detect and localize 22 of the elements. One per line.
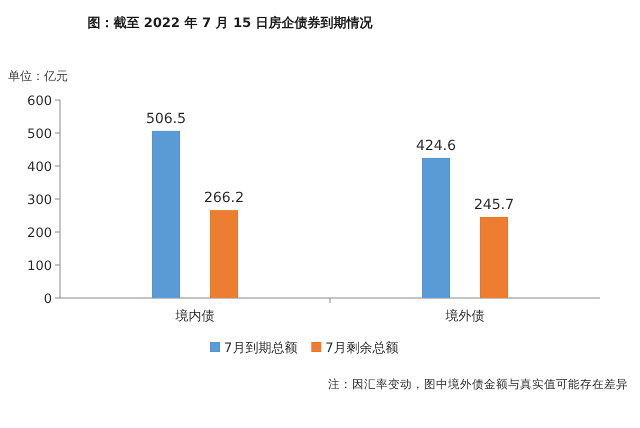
y-tick-label: 100 <box>27 259 52 274</box>
bar <box>210 210 238 298</box>
y-axis-title: 单位：亿元 <box>8 69 68 83</box>
y-tick-label: 400 <box>27 160 52 175</box>
data-label: 506.5 <box>146 110 186 127</box>
y-tick-label: 200 <box>27 226 52 241</box>
data-label: 266.2 <box>204 190 244 206</box>
x-tick-label: 境内债 <box>174 308 214 324</box>
legend-label: 7月到期总额 <box>224 341 298 356</box>
text: 注：因汇率变动，图中境外债金额与真实值可能存在差异 <box>328 377 628 391</box>
legend-label: 7月剩余总额 <box>325 341 399 356</box>
x-tick-label: 境外债 <box>444 308 484 324</box>
y-tick-label: 600 <box>27 94 52 109</box>
data-label: 245.7 <box>474 196 514 213</box>
data-label: 424.6 <box>416 138 456 154</box>
y-tick-label: 0 <box>44 292 52 307</box>
y-tick-label: 300 <box>27 193 52 208</box>
chart-title: 图：截至 2022 年 7 月 15 日房企债券到期情况 <box>87 15 374 31</box>
bar <box>480 216 508 298</box>
y-tick-label: 500 <box>27 127 52 142</box>
bar <box>152 130 180 298</box>
bar <box>422 158 450 298</box>
